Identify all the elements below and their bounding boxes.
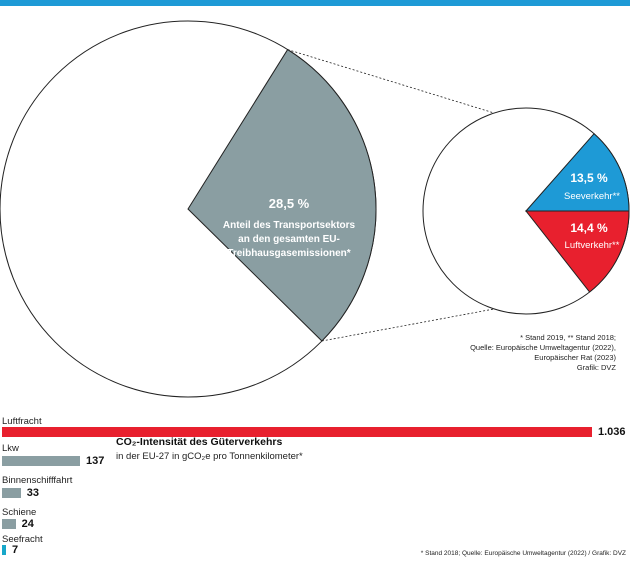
small-pie-slice-see: [524, 132, 630, 212]
bar-chart-source: * Stand 2018; Quelle: Europäische Umwelt…: [420, 550, 626, 557]
pie-source-note: * Stand 2019, ** Stand 2018; Quelle: Eur…: [416, 333, 616, 373]
bar-seefracht: [2, 545, 6, 555]
bar-binnenschifffahrt: [2, 488, 21, 498]
bar-label-seefracht: Seefracht: [2, 534, 43, 545]
bar-value-schiene: 24: [21, 518, 34, 530]
bar-label-schiene: Schiene: [2, 507, 37, 518]
big-pie-category-line-3: Treibhausgasemissionen*: [227, 248, 350, 259]
see-category-label: Seeverkehr**: [564, 191, 620, 202]
big-pie-slice-transport: [187, 48, 377, 342]
bar-value-lkw: 137: [86, 455, 105, 467]
bar-value-luftfracht: 1.036: [598, 426, 626, 438]
luft-category-label: Luftverkehr**: [565, 240, 620, 251]
pie-note-line: * Stand 2019, ** Stand 2018;: [520, 333, 616, 342]
small-pie-slice-luft: [524, 210, 630, 293]
zoom-connector-bottom: [321, 308, 495, 342]
bar-chart-subtitle: in der EU-27 in gCO₂e pro Tonnenkilomete…: [116, 451, 303, 462]
top-accent-bar: [0, 0, 630, 6]
pie-note-line: Quelle: Europäische Umweltagentur (2022)…: [470, 343, 616, 352]
pie-note-line: Europäischer Rat (2023): [534, 353, 616, 362]
bar-chart-title: CO₂-Intensität des Güterverkehrs: [116, 436, 283, 448]
co2-bar-chart: Luftfracht 1.036 Lkw 137 Binnenschifffah…: [0, 408, 630, 558]
zoom-connector-top: [287, 49, 495, 114]
pie-charts: 28,5 % Anteil des Transportsektors an de…: [0, 20, 630, 398]
big-pie-category-line-1: Anteil des Transportsektors: [223, 220, 356, 231]
bar-lkw: [2, 456, 81, 466]
bar-label-binnenschifffahrt: Binnenschifffahrt: [2, 475, 73, 486]
bar-value-binnenschifffahrt: 33: [26, 487, 40, 499]
bar-label-luftfracht: Luftfracht: [2, 416, 42, 427]
bar-value-seefracht: 7: [11, 544, 19, 556]
pie-note-line: Grafik: DVZ: [576, 363, 616, 372]
bar-luftfracht: [2, 427, 592, 437]
big-pie-category-line-2: an den gesamten EU-: [238, 234, 340, 245]
luft-value-label: 14,4 %: [570, 221, 608, 235]
bar-label-lkw: Lkw: [2, 443, 19, 454]
bar-schiene: [2, 519, 16, 529]
see-value-label: 13,5 %: [570, 171, 608, 185]
big-pie-value-label: 28,5 %: [269, 196, 310, 211]
